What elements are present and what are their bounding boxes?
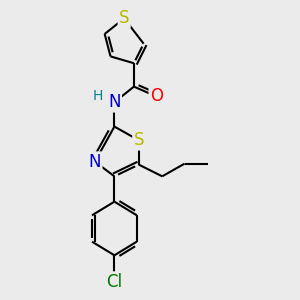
Text: N: N [89,153,101,171]
Text: O: O [150,87,163,105]
Text: N: N [108,93,121,111]
Text: H: H [93,89,103,103]
Text: S: S [119,9,129,27]
Text: S: S [134,131,144,149]
Text: Cl: Cl [106,273,122,291]
